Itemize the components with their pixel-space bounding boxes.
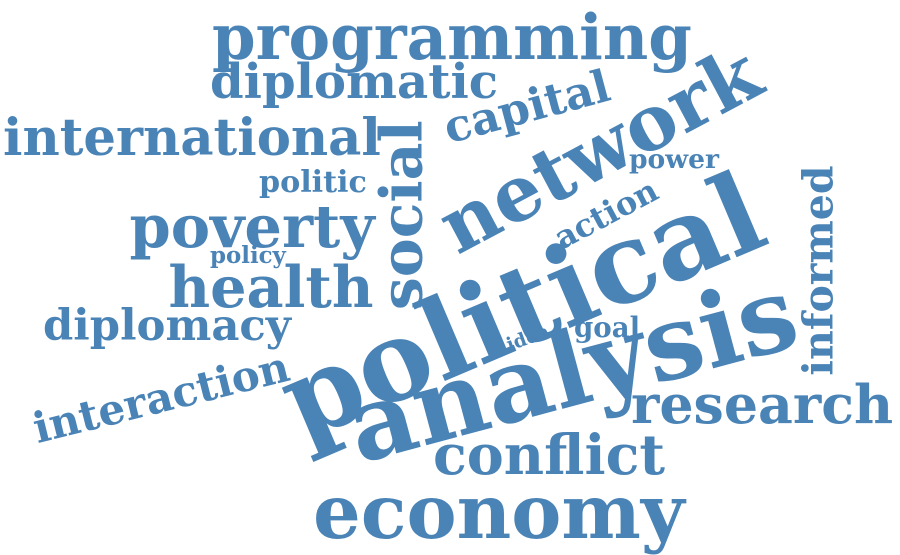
word-research: research (631, 372, 894, 436)
word-power: power (629, 143, 719, 175)
word-politic: politic (259, 165, 367, 200)
word-informed: informed (793, 164, 843, 376)
word-interaction: interaction (27, 341, 295, 453)
word-programming: programming (212, 0, 692, 74)
word-international: international (3, 107, 381, 168)
word-economy: economy (313, 466, 685, 555)
word-diplomatic: diplomatic (210, 54, 499, 110)
word-conflict: conflict (433, 423, 666, 488)
word-diplomacy: diplomacy (43, 299, 291, 351)
word-goal: goal (574, 311, 641, 344)
word-health: health (168, 252, 374, 321)
word-poverty: poverty (129, 191, 375, 261)
word-policy: policy (210, 242, 286, 269)
